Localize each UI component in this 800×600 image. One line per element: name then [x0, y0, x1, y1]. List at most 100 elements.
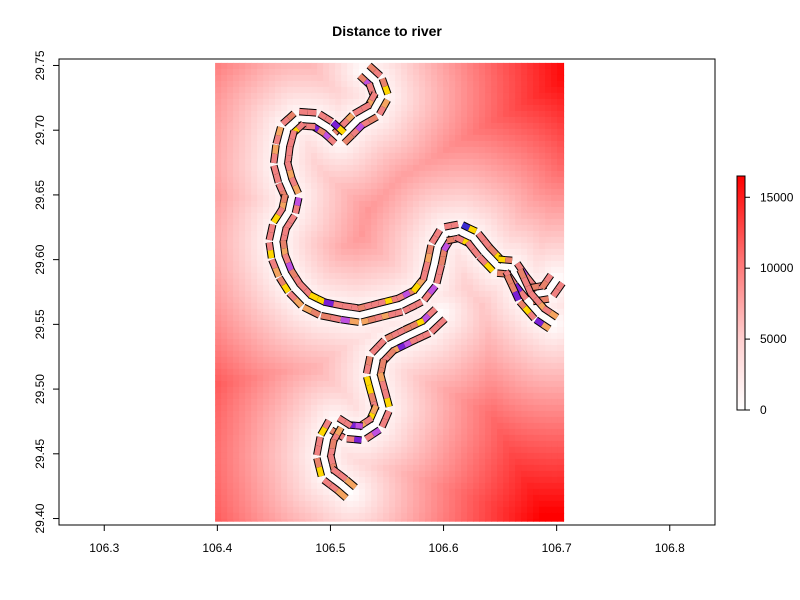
- river-segment: [455, 235, 465, 244]
- raster-cell: [299, 302, 306, 310]
- raster-cell: [503, 140, 510, 148]
- river-segment: [342, 303, 353, 310]
- raster-cell: [479, 242, 486, 250]
- raster-cell: [389, 428, 396, 436]
- raster-cell: [533, 116, 540, 124]
- raster-cell: [551, 440, 558, 448]
- raster-cell: [419, 218, 426, 226]
- raster-cell: [413, 518, 420, 522]
- raster-cell: [323, 164, 330, 172]
- raster-cell: [389, 386, 396, 394]
- raster-cell: [419, 140, 426, 148]
- raster-cell: [395, 404, 402, 412]
- raster-cell: [305, 398, 312, 406]
- river-network: [265, 62, 566, 501]
- raster-cell: [323, 356, 330, 364]
- raster-cell: [239, 218, 246, 226]
- raster-cell: [239, 164, 246, 172]
- raster-cell: [557, 182, 564, 190]
- raster-cell: [491, 200, 498, 208]
- raster-cell: [431, 314, 438, 322]
- raster-cell: [557, 290, 564, 298]
- raster-cell: [563, 320, 565, 328]
- raster-cell: [437, 362, 444, 370]
- raster-cell: [287, 434, 294, 442]
- raster-cell: [257, 434, 264, 442]
- raster-cell: [467, 326, 474, 334]
- raster-cell: [311, 506, 318, 514]
- raster-cell: [443, 440, 450, 448]
- raster-cell: [365, 290, 372, 298]
- raster-cell: [563, 152, 565, 160]
- raster-cell: [215, 398, 222, 406]
- river-segment: [340, 118, 350, 128]
- raster-cell: [317, 194, 324, 202]
- raster-cell: [479, 332, 486, 340]
- raster-cell: [533, 86, 540, 94]
- raster-cell: [509, 332, 516, 340]
- raster-cell: [497, 236, 504, 244]
- raster-cell: [419, 200, 426, 208]
- raster-cell: [425, 74, 432, 82]
- raster-cell: [533, 92, 540, 100]
- raster-cell: [491, 92, 498, 100]
- raster-cell: [329, 368, 336, 376]
- raster-cell: [419, 374, 426, 382]
- raster-cell: [467, 260, 474, 268]
- raster-cell: [473, 410, 480, 418]
- raster-cell: [449, 260, 456, 268]
- raster-cell: [443, 92, 450, 100]
- raster-cell: [257, 62, 264, 70]
- raster-cell: [413, 362, 420, 370]
- raster-cell: [317, 164, 324, 172]
- raster-cell: [431, 446, 438, 454]
- raster-cell: [485, 356, 492, 364]
- raster-cell: [317, 362, 324, 370]
- raster-cell: [305, 476, 312, 484]
- raster-cell: [215, 146, 222, 154]
- raster-cell: [323, 392, 330, 400]
- raster-cell: [563, 440, 565, 448]
- raster-cell: [377, 284, 384, 292]
- raster-cell: [353, 494, 360, 502]
- raster-cell: [461, 470, 468, 478]
- raster-cell: [335, 296, 342, 304]
- raster-cell: [407, 308, 414, 316]
- raster-cell: [533, 326, 540, 334]
- raster-cell: [425, 98, 432, 106]
- raster-cell: [287, 62, 294, 70]
- raster-cell: [413, 482, 420, 490]
- raster-cell: [311, 236, 318, 244]
- raster-cell: [551, 344, 558, 352]
- raster-cell: [479, 170, 486, 178]
- raster-cell: [371, 296, 378, 304]
- raster-cell: [497, 200, 504, 208]
- raster-cell: [383, 176, 390, 184]
- raster-cell: [353, 518, 360, 522]
- raster-cell: [407, 128, 414, 136]
- raster-cell: [323, 254, 330, 262]
- raster-cell: [335, 86, 342, 94]
- raster-cell: [503, 452, 510, 460]
- raster-cell: [527, 470, 534, 478]
- raster-cell: [473, 290, 480, 298]
- raster-cell: [449, 212, 456, 220]
- raster-cell: [539, 416, 546, 424]
- raster-cell: [383, 290, 390, 298]
- raster-cell: [215, 440, 222, 448]
- raster-cell: [503, 500, 510, 508]
- raster-cell: [293, 218, 300, 226]
- raster-cell: [299, 356, 306, 364]
- raster-cell: [227, 248, 234, 256]
- raster-cell: [443, 212, 450, 220]
- raster-cell: [419, 152, 426, 160]
- raster-cell: [539, 482, 546, 490]
- river-segment: [329, 439, 337, 450]
- raster-cell: [275, 404, 282, 412]
- raster-cell: [485, 98, 492, 106]
- raster-cell: [227, 266, 234, 274]
- raster-cell: [287, 74, 294, 82]
- raster-cell: [377, 278, 384, 286]
- raster-cell: [539, 68, 546, 76]
- raster-cell: [317, 302, 324, 310]
